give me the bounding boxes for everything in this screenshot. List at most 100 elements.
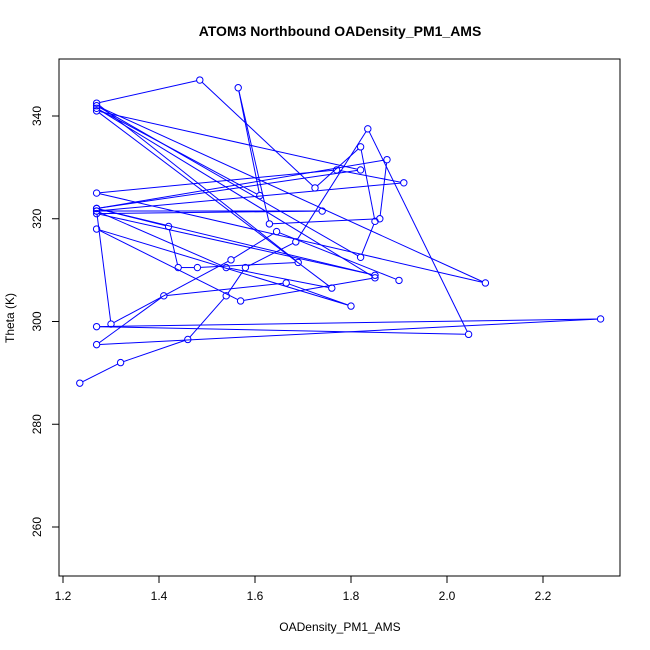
data-point: [184, 335, 192, 344]
data-point: [356, 143, 365, 151]
series-segment: [272, 218, 377, 225]
series-points: [76, 76, 605, 387]
series-segment: [113, 260, 229, 323]
series-segment: [98, 297, 162, 344]
series-segment: [297, 131, 367, 240]
x-tick-label: 1.6: [247, 589, 264, 603]
data-point: [76, 379, 84, 387]
series-segment: [379, 162, 388, 216]
series-segment: [168, 229, 178, 265]
x-tick-label: 2.0: [439, 589, 456, 603]
data-point: [292, 238, 300, 246]
data-point: [294, 258, 302, 267]
data-point: [265, 220, 274, 228]
series-segment: [360, 149, 375, 219]
data-point: [272, 227, 281, 236]
y-tick-label: 320: [30, 208, 44, 228]
data-point: [236, 297, 245, 305]
series-segment: [233, 232, 275, 259]
data-point: [400, 179, 408, 187]
series-segment: [99, 109, 373, 277]
series-segment: [201, 81, 314, 187]
series-segment: [96, 214, 112, 321]
data-point: [92, 99, 101, 107]
data-point: [371, 217, 379, 226]
data-point: [116, 358, 125, 367]
data-point: [222, 263, 230, 272]
series-segment: [339, 170, 401, 183]
series-segment: [99, 106, 359, 257]
series-segment: [227, 269, 245, 294]
data-point: [92, 225, 101, 233]
series-segment: [361, 224, 375, 255]
series-segment: [229, 267, 329, 288]
data-point: [481, 279, 490, 287]
data-point: [311, 184, 319, 192]
series-segment: [98, 104, 296, 261]
series-segment: [99, 111, 358, 170]
y-tick-label: 340: [30, 106, 44, 126]
data-point: [383, 155, 391, 164]
data-point: [160, 292, 168, 300]
data-point: [241, 263, 250, 272]
series-segment: [99, 326, 466, 335]
series-segment: [99, 169, 358, 209]
data-point: [92, 322, 101, 331]
data-point: [107, 320, 115, 328]
series-segment: [99, 208, 373, 276]
series-segment: [99, 318, 598, 345]
data-point: [318, 207, 326, 215]
data-point: [347, 302, 355, 310]
series-segment: [243, 277, 372, 301]
data-point: [196, 76, 204, 84]
series-segment: [238, 90, 270, 221]
series-segment: [248, 242, 294, 267]
data-point: [395, 276, 403, 285]
y-axis-label: Theta (K): [3, 293, 17, 343]
x-tick-label: 1.4: [151, 589, 168, 603]
x-tick-label: 1.2: [55, 589, 72, 603]
series-segment: [99, 230, 238, 300]
series-segment: [368, 131, 468, 332]
series-segment: [166, 282, 284, 296]
series-segment: [189, 297, 225, 338]
data-point: [234, 84, 242, 92]
data-point: [92, 207, 101, 215]
series-segment: [99, 169, 334, 194]
data-point: [328, 284, 336, 292]
data-point: [193, 263, 202, 272]
data-point: [356, 253, 365, 261]
data-point: [464, 330, 473, 339]
data-point: [174, 263, 182, 272]
data-point: [596, 315, 605, 323]
x-tick-label: 2.2: [535, 589, 552, 603]
data-point: [92, 204, 101, 213]
series-segment: [99, 318, 598, 328]
series-segment: [98, 112, 330, 287]
data-point: [222, 292, 230, 300]
series-segment: [99, 211, 224, 267]
y-tick-label: 260: [30, 517, 44, 537]
data-point: [256, 191, 264, 200]
data-point: [371, 274, 379, 282]
data-point: [92, 340, 101, 349]
y-tick-label: 300: [30, 311, 44, 331]
data-point: [227, 256, 235, 264]
series-segment: [289, 283, 349, 306]
x-tick-label: 1.8: [343, 589, 360, 603]
chart-title: ATOM3 Northbound OADensity_PM1_AMS: [199, 23, 482, 39]
data-point: [92, 102, 101, 110]
series-segment: [99, 106, 483, 283]
series-segment: [123, 340, 185, 363]
data-point: [371, 271, 379, 279]
series-segment: [82, 363, 118, 383]
x-axis: 1.2 1.4 1.6 1.8 2.0 2.2: [55, 575, 552, 603]
data-point: [332, 166, 341, 174]
x-axis-label: OADensity_PM1_AMS: [279, 620, 400, 634]
data-point: [356, 166, 365, 174]
data-point: [92, 209, 101, 218]
series-segment: [99, 229, 349, 306]
series-segment: [99, 182, 401, 212]
